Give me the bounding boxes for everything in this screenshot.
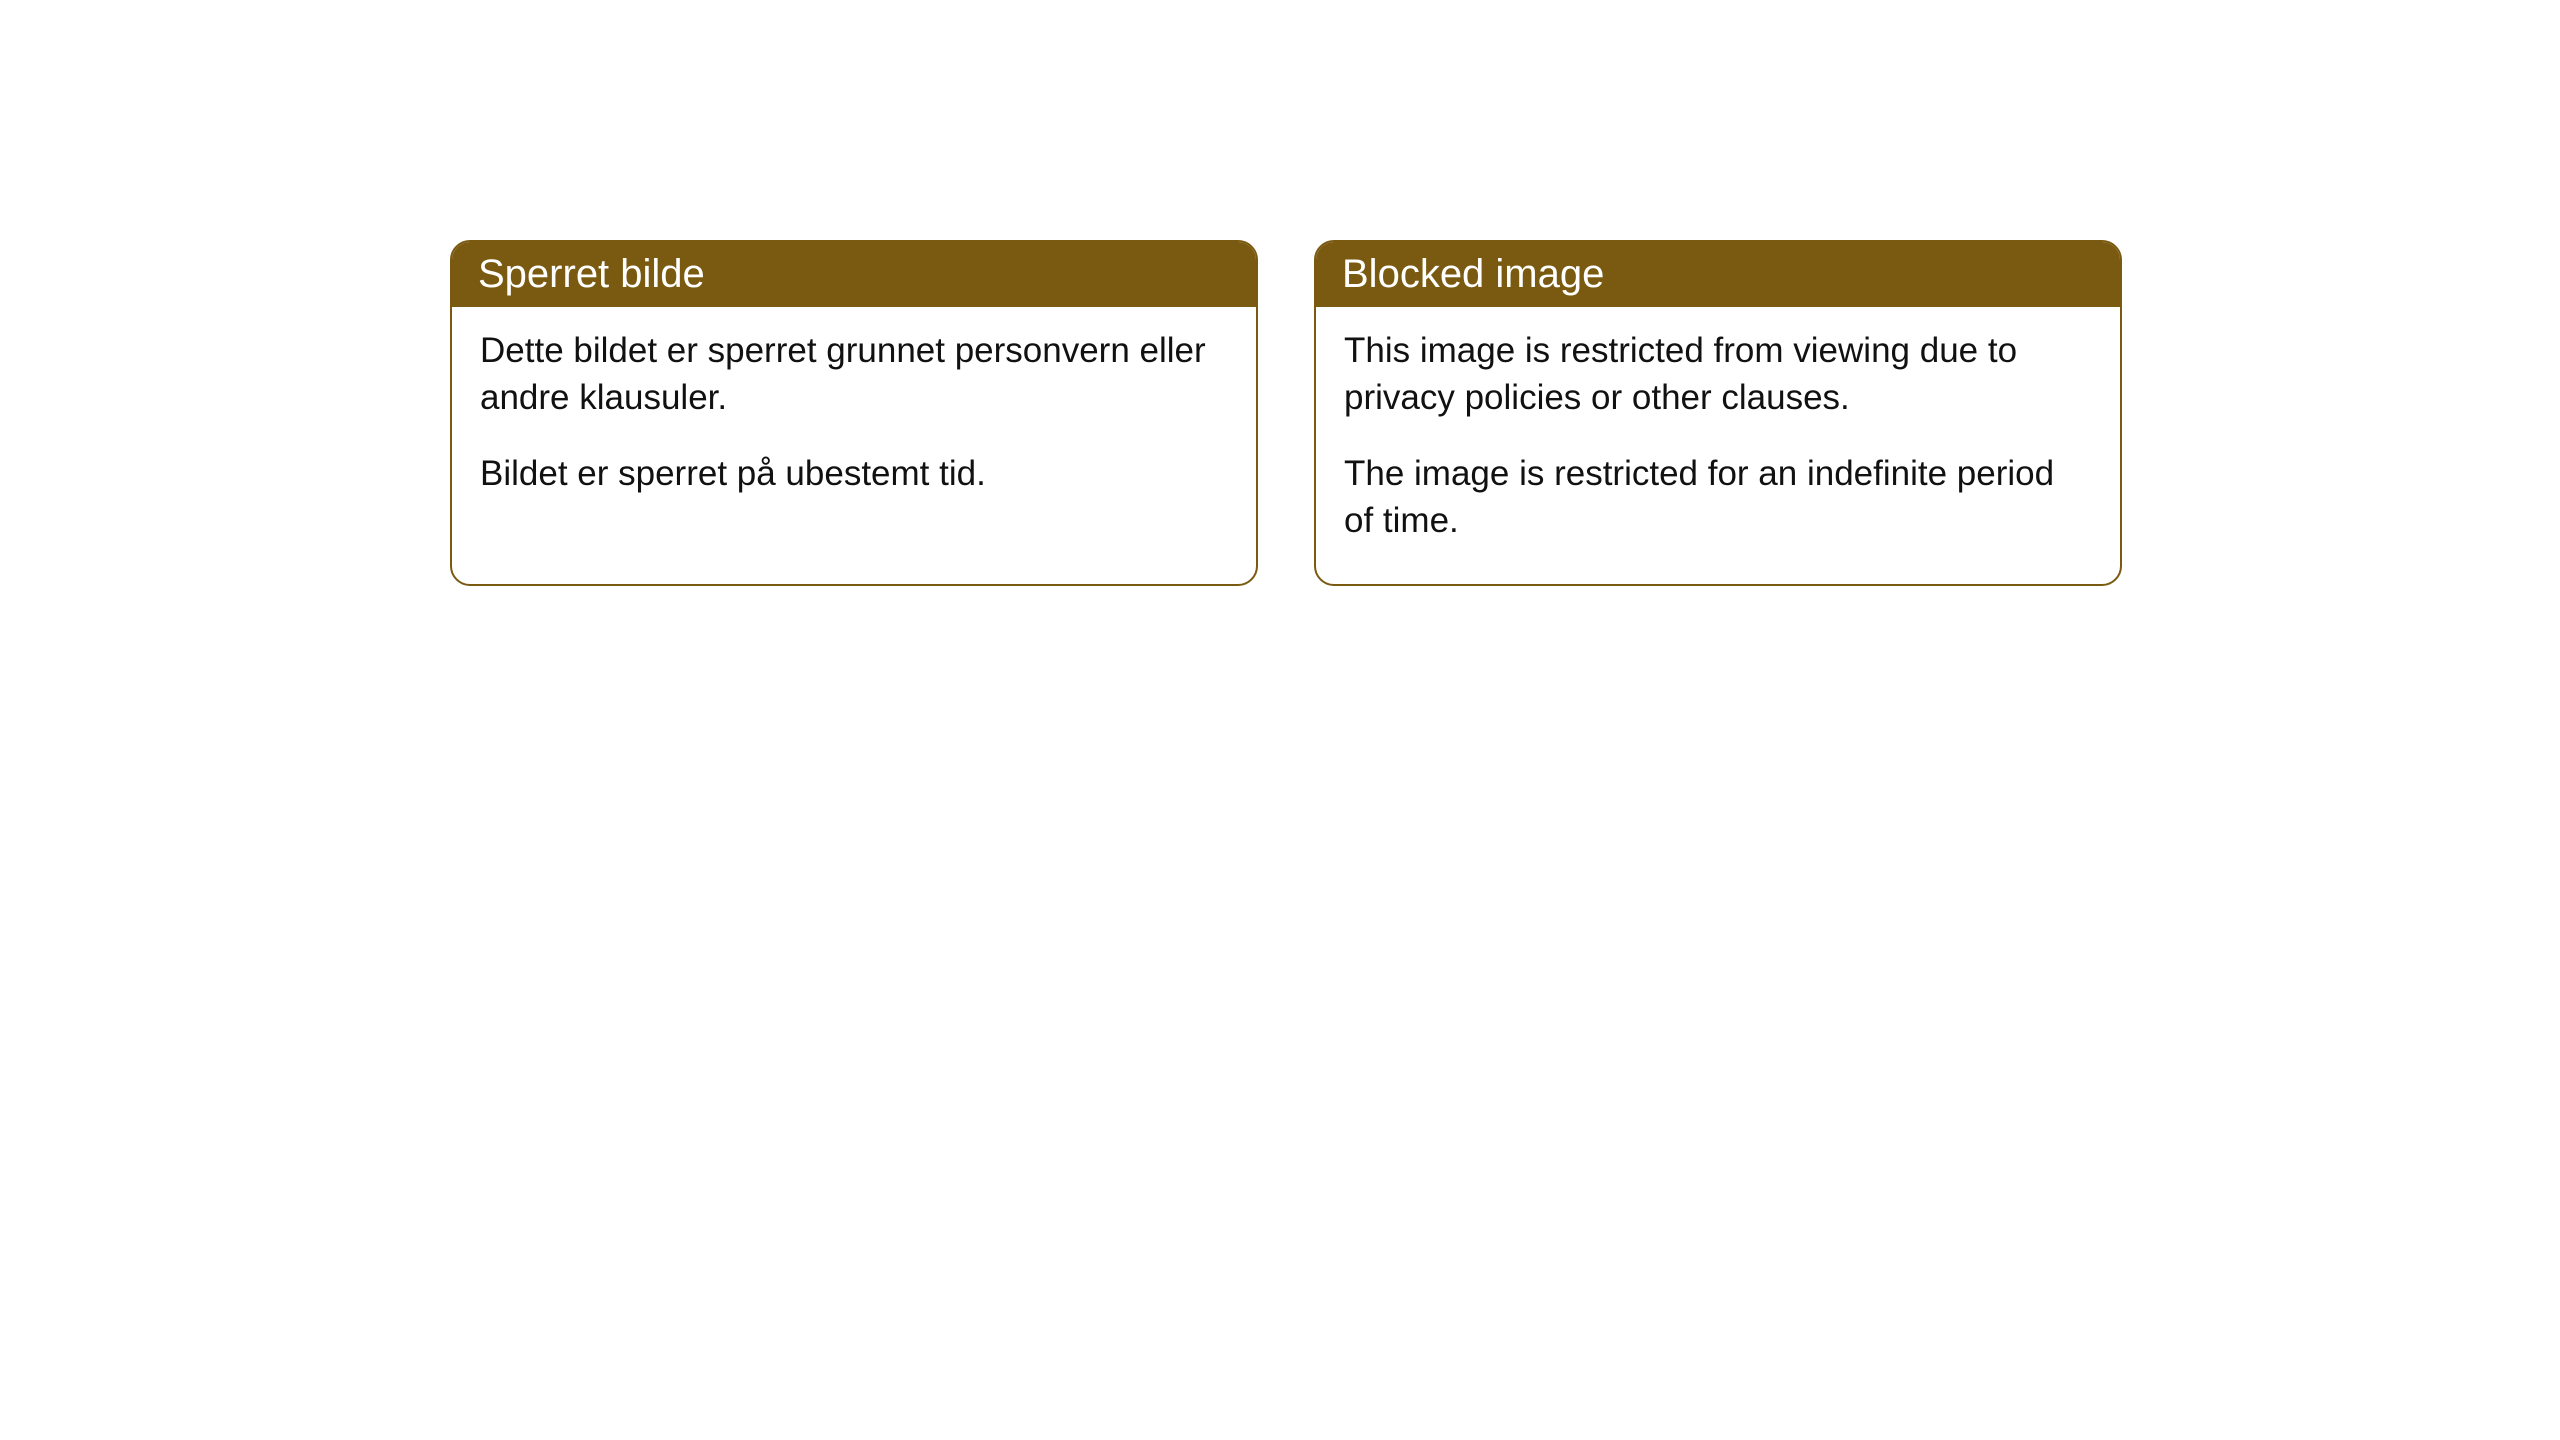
card-title: Sperret bilde: [478, 252, 705, 296]
cards-container: Sperret bilde Dette bildet er sperret gr…: [0, 0, 2560, 586]
card-paragraph: This image is restricted from viewing du…: [1344, 327, 2092, 422]
card-paragraph: Dette bildet er sperret grunnet personve…: [480, 327, 1228, 422]
card-title: Blocked image: [1342, 252, 1604, 296]
card-header: Blocked image: [1316, 242, 2120, 307]
card-body: This image is restricted from viewing du…: [1316, 307, 2120, 584]
card-paragraph: Bildet er sperret på ubestemt tid.: [480, 450, 1228, 497]
card-header: Sperret bilde: [452, 242, 1256, 307]
card-norwegian: Sperret bilde Dette bildet er sperret gr…: [450, 240, 1258, 586]
card-paragraph: The image is restricted for an indefinit…: [1344, 450, 2092, 545]
card-body: Dette bildet er sperret grunnet personve…: [452, 307, 1256, 537]
card-english: Blocked image This image is restricted f…: [1314, 240, 2122, 586]
